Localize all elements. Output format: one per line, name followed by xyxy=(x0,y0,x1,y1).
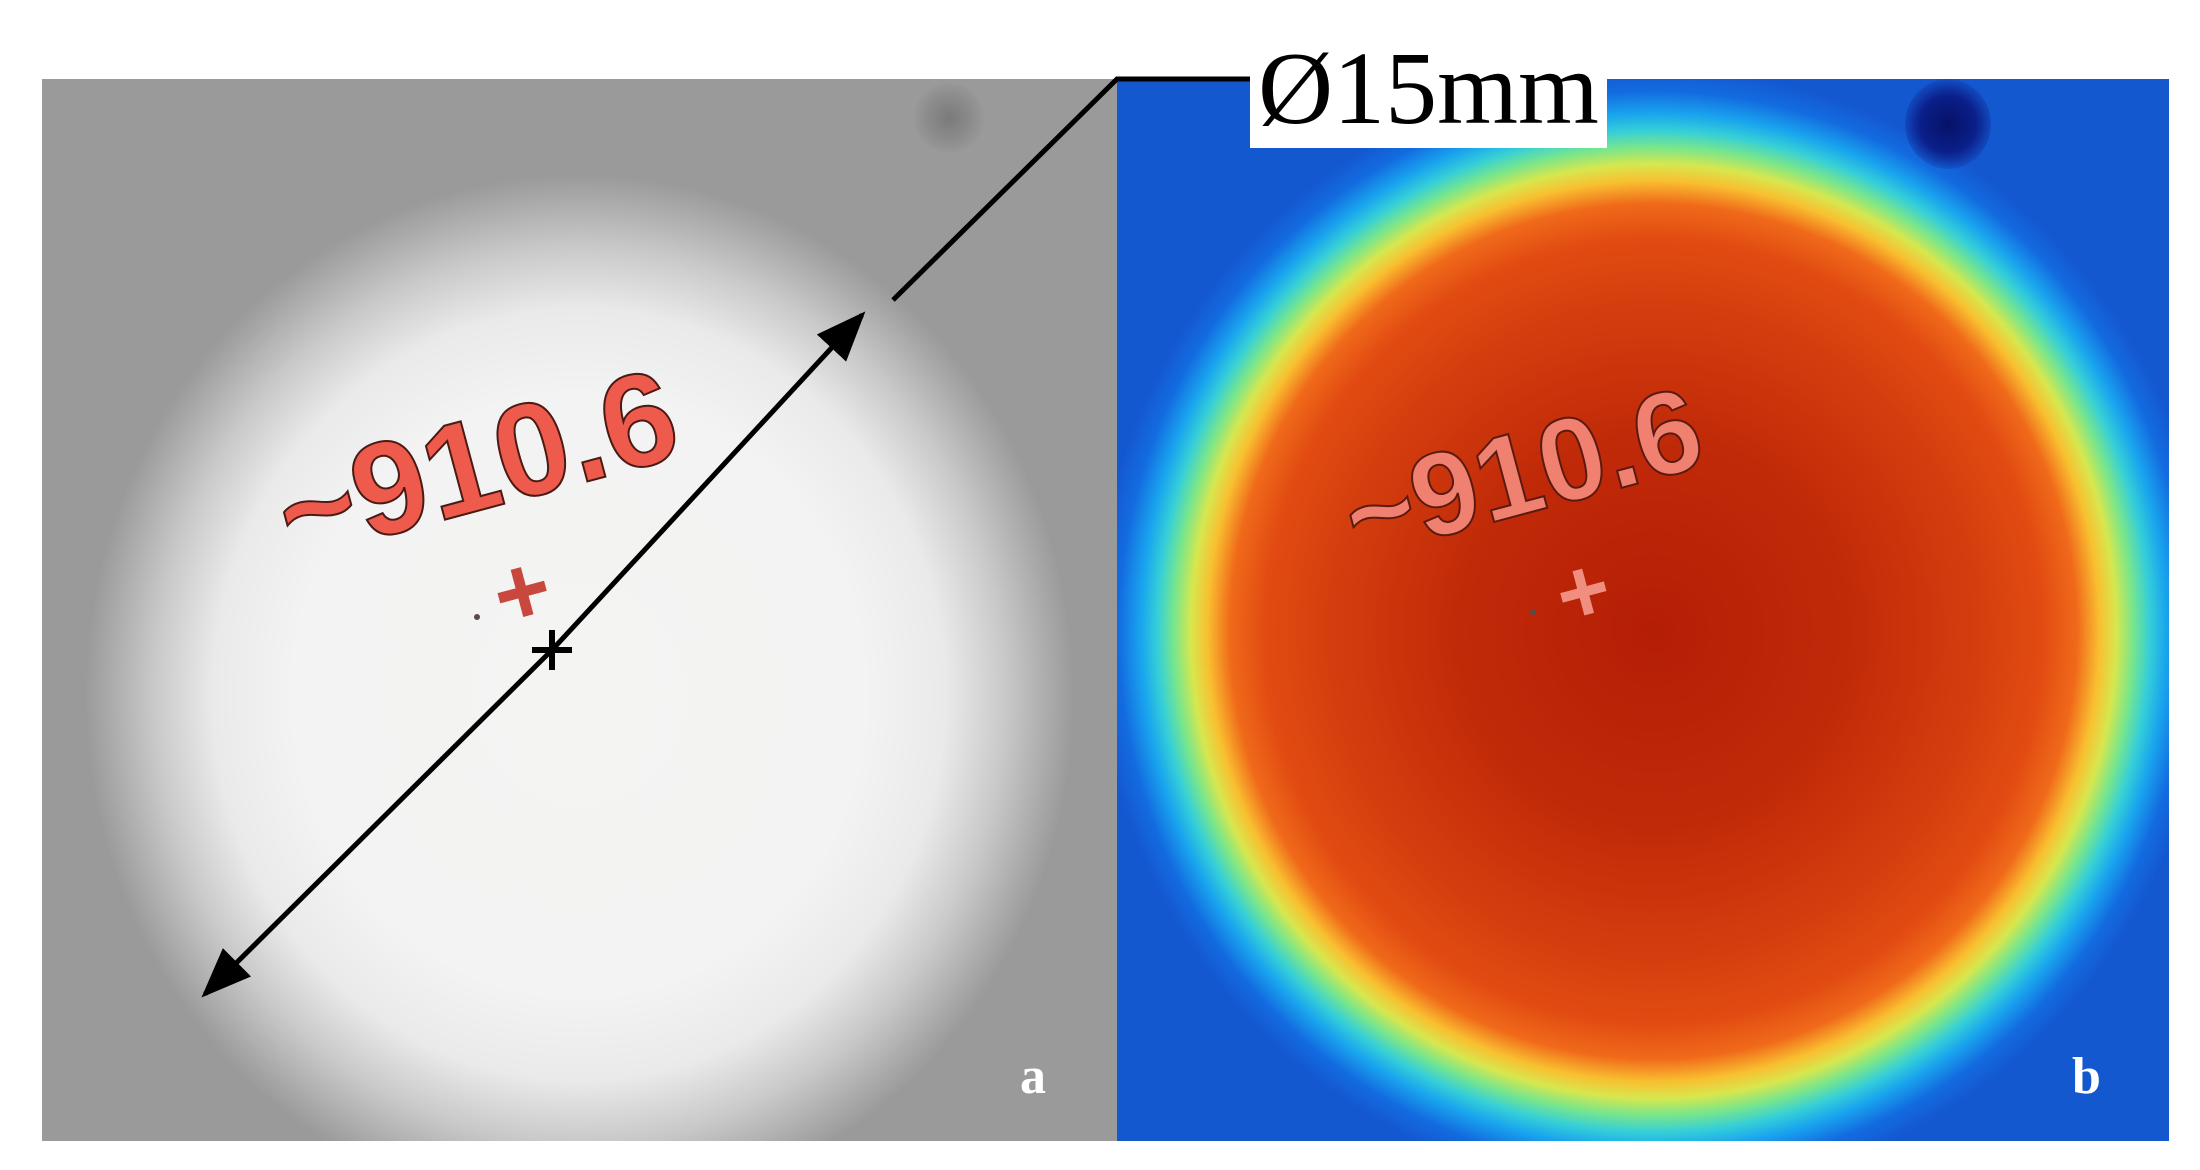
panel-a-grayscale-image: ~910.6 + a xyxy=(42,79,1117,1141)
temperature-reading: ~910.6 xyxy=(260,339,694,588)
diameter-label: Ø15mm xyxy=(1250,30,1607,148)
dot-mark xyxy=(474,614,480,620)
dark-spot xyxy=(914,83,984,153)
panel-b-thermal-image: ~910.6 + b xyxy=(1117,79,2169,1141)
dark-spot xyxy=(1905,79,1991,169)
temperature-reading: ~910.6 xyxy=(1329,361,1717,585)
crosshair-icon: + xyxy=(1544,536,1622,648)
panel-label-a: a xyxy=(1020,1048,1046,1105)
panel-label-b: b xyxy=(2072,1048,2101,1105)
dot-mark xyxy=(1530,609,1536,615)
crosshair-icon: + xyxy=(480,532,563,651)
